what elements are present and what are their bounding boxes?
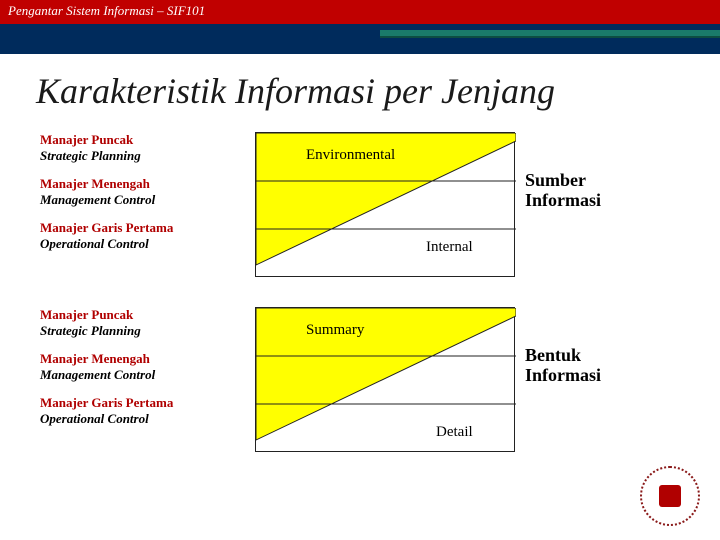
mgr-role: Manajer Menengah — [40, 351, 240, 367]
mgr-type: Management Control — [40, 367, 240, 383]
mgr-role: Manajer Puncak — [40, 307, 240, 323]
region-lower-1: Internal — [426, 239, 473, 256]
mgr-garis: Manajer Garis Pertama Operational Contro… — [40, 220, 240, 252]
manager-labels-1: Manajer Puncak Strategic Planning Manaje… — [40, 132, 240, 264]
region-upper-2: Summary — [306, 322, 364, 339]
chart-box-1: Environmental Internal — [255, 132, 515, 277]
mgr-type: Strategic Planning — [40, 148, 240, 164]
chart-svg-2 — [256, 308, 516, 453]
logo-circle-icon — [640, 466, 700, 526]
category-1: SumberInformasi — [525, 170, 601, 211]
mgr-menengah: Manajer Menengah Management Control — [40, 351, 240, 383]
mgr-role: Manajer Puncak — [40, 132, 240, 148]
mgr-type: Operational Control — [40, 236, 240, 252]
mgr-type: Management Control — [40, 192, 240, 208]
region-lower-2: Detail — [436, 424, 473, 441]
manager-labels-2: Manajer Puncak Strategic Planning Manaje… — [40, 307, 240, 439]
mgr-puncak: Manajer Puncak Strategic Planning — [40, 132, 240, 164]
category-1-text: SumberInformasi — [525, 170, 601, 211]
course-code: Pengantar Sistem Informasi – SIF101 — [8, 3, 205, 18]
mgr-type: Strategic Planning — [40, 323, 240, 339]
mgr-role: Manajer Garis Pertama — [40, 395, 240, 411]
logo-inner-icon — [659, 485, 681, 507]
region-upper-1: Environmental — [306, 147, 395, 164]
diagram-area: Manajer Puncak Strategic Planning Manaje… — [0, 122, 720, 462]
mgr-garis: Manajer Garis Pertama Operational Contro… — [40, 395, 240, 427]
category-2: BentukInformasi — [525, 345, 601, 386]
chart-box-2: Summary Detail — [255, 307, 515, 452]
mgr-role: Manajer Menengah — [40, 176, 240, 192]
mgr-type: Operational Control — [40, 411, 240, 427]
mgr-puncak: Manajer Puncak Strategic Planning — [40, 307, 240, 339]
panel-bentuk-informasi: Manajer Puncak Strategic Planning Manaje… — [20, 307, 700, 462]
slide-title: Karakteristik Informasi per Jenjang — [0, 54, 720, 122]
mgr-menengah: Manajer Menengah Management Control — [40, 176, 240, 208]
navy-bar — [0, 24, 720, 54]
course-header: Pengantar Sistem Informasi – SIF101 — [0, 0, 720, 24]
category-2-text: BentukInformasi — [525, 345, 601, 386]
panel-sumber-informasi: Manajer Puncak Strategic Planning Manaje… — [20, 132, 700, 287]
university-logo — [640, 466, 700, 526]
mgr-role: Manajer Garis Pertama — [40, 220, 240, 236]
